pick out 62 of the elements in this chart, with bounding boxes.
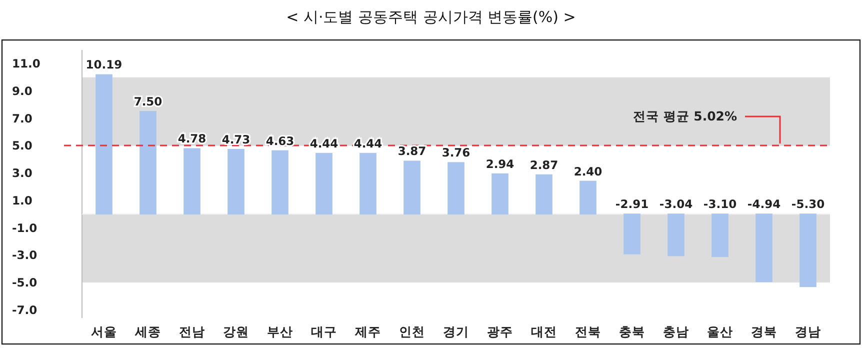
y-tick-label: 9.0 — [12, 84, 32, 98]
x-tick-label: 강원 — [223, 324, 249, 339]
ref-line-label: 전국 평균 5.02% — [632, 108, 738, 124]
bar — [800, 214, 816, 288]
bar — [492, 173, 508, 215]
bar — [668, 214, 684, 256]
bar — [316, 152, 332, 215]
bar — [272, 150, 288, 215]
x-tick-label: 경기 — [443, 324, 469, 339]
x-tick-label: 대구 — [311, 324, 337, 339]
bar — [536, 174, 552, 215]
y-tick-label: -5.0 — [12, 275, 38, 290]
data-label: 2.87 — [530, 158, 558, 172]
data-label: -3.04 — [659, 197, 693, 212]
x-tick-label: 서울 — [91, 324, 117, 339]
y-tick-label: -7.0 — [12, 302, 38, 317]
data-label: 10.19 — [86, 58, 122, 72]
y-tick-label: 11.0 — [12, 56, 40, 71]
bar — [580, 180, 596, 215]
data-label: 4.63 — [266, 134, 294, 148]
y-tick-label: 5.0 — [12, 138, 32, 153]
x-tick-label: 충남 — [663, 324, 689, 339]
data-label: 4.78 — [178, 132, 206, 146]
bar — [184, 148, 200, 215]
bar — [624, 214, 640, 254]
y-tick-label: 1.0 — [12, 193, 32, 208]
bar — [712, 214, 728, 257]
bar — [756, 214, 772, 282]
x-tick-label: 세종 — [134, 324, 161, 339]
x-tick-label: 전남 — [179, 324, 205, 339]
y-tick-label: 3.0 — [12, 166, 32, 180]
data-label: 3.87 — [398, 144, 426, 158]
x-tick-label: 부산 — [267, 324, 293, 339]
x-tick-label: 경북 — [751, 324, 777, 339]
bar — [228, 148, 244, 215]
data-label: -4.94 — [747, 197, 781, 212]
x-tick-label: 대전 — [531, 324, 557, 339]
bar — [404, 160, 420, 215]
x-tick-label: 울산 — [707, 324, 733, 339]
data-label: 4.44 — [310, 136, 338, 150]
x-tick-label: 충북 — [619, 324, 645, 339]
data-label: 2.94 — [486, 156, 514, 171]
bar — [448, 162, 464, 215]
x-tick-label: 인천 — [399, 324, 425, 339]
x-tick-label: 제주 — [354, 324, 381, 339]
x-tick-label: 경남 — [795, 324, 821, 339]
data-label: 3.76 — [442, 146, 470, 160]
x-tick-label: 전북 — [575, 324, 601, 339]
data-label: -5.30 — [791, 197, 825, 212]
data-label: -3.10 — [703, 197, 737, 212]
data-label: -2.91 — [615, 197, 649, 212]
y-tick-label: 7.0 — [12, 111, 32, 126]
bar — [96, 74, 112, 215]
bar — [140, 111, 156, 215]
chart-title: < 시·도별 공동주택 공시가격 변동률(%) > — [286, 8, 576, 26]
y-tick-label: -1.0 — [12, 220, 38, 235]
data-label: 7.50 — [134, 94, 162, 109]
y-tick-label: -3.0 — [12, 248, 38, 262]
data-label: 4.73 — [222, 132, 250, 146]
bar — [360, 152, 376, 215]
data-label: 2.40 — [574, 164, 602, 178]
x-tick-label: 광주 — [487, 324, 513, 339]
